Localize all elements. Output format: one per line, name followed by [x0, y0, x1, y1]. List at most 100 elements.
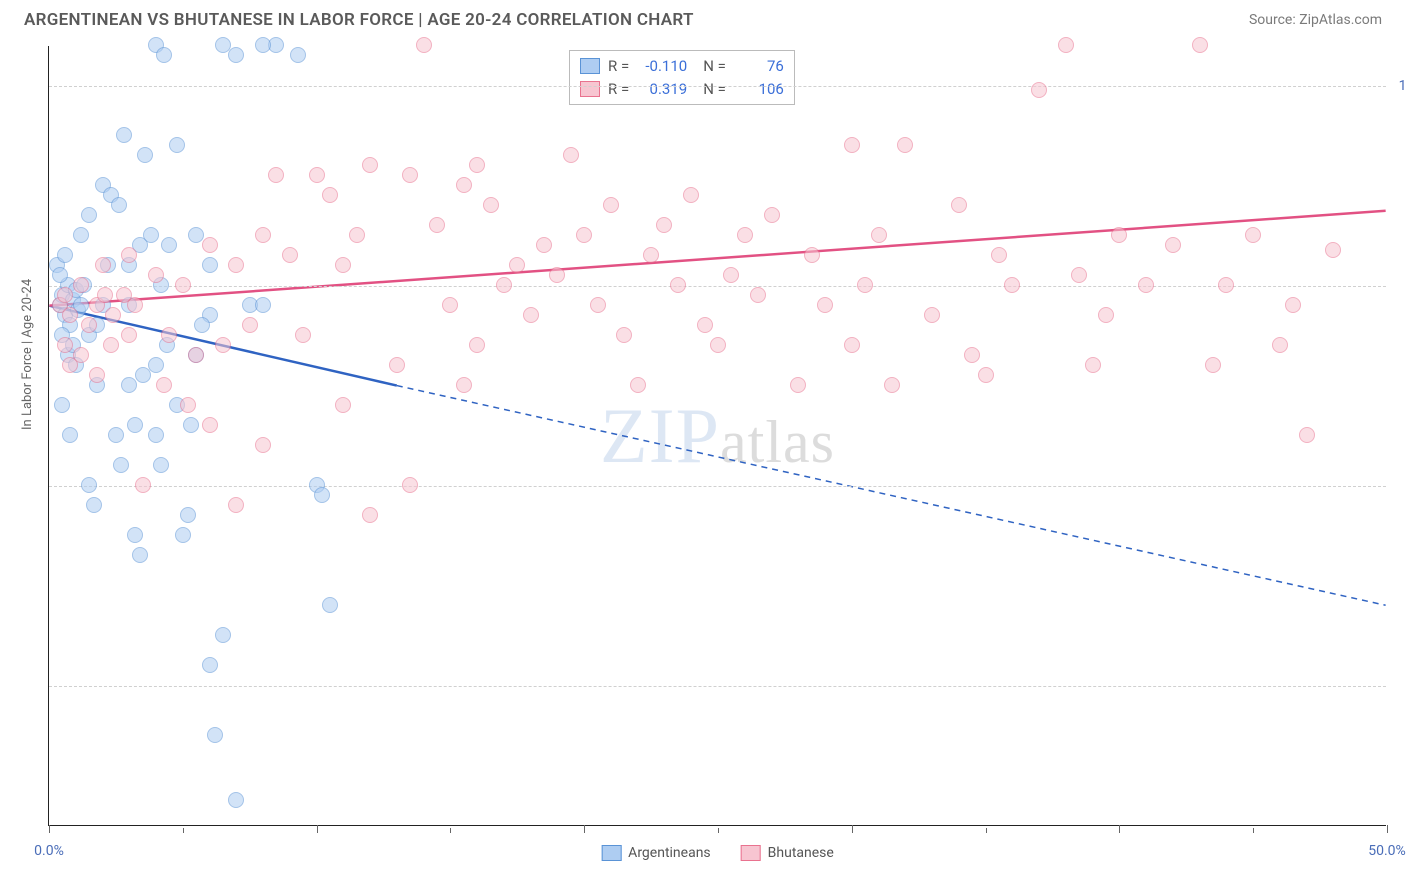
- point-bhutanese: [1245, 227, 1261, 243]
- x-tick: [584, 825, 585, 833]
- point-bhutanese: [161, 327, 177, 343]
- point-argentinean: [52, 267, 68, 283]
- point-bhutanese: [156, 377, 172, 393]
- series2-n-value: 106: [734, 78, 784, 101]
- point-bhutanese: [1192, 37, 1208, 53]
- point-bhutanese: [737, 227, 753, 243]
- point-bhutanese: [750, 287, 766, 303]
- point-bhutanese: [1138, 277, 1154, 293]
- watermark: ZIPatlas: [600, 391, 835, 481]
- point-argentinean: [121, 377, 137, 393]
- point-argentinean: [156, 47, 172, 63]
- point-argentinean: [228, 792, 244, 808]
- point-argentinean: [202, 657, 218, 673]
- point-bhutanese: [442, 297, 458, 313]
- x-tick-label: 0.0%: [34, 843, 64, 859]
- point-bhutanese: [1058, 37, 1074, 53]
- point-bhutanese: [429, 217, 445, 233]
- point-bhutanese: [844, 337, 860, 353]
- chart-plot-area: ZIPatlas R = -0.110 N = 76 R = 0.319 N =…: [48, 46, 1386, 826]
- point-bhutanese: [215, 337, 231, 353]
- point-argentinean: [137, 147, 153, 163]
- point-bhutanese: [844, 137, 860, 153]
- source-label: Source: ZipAtlas.com: [1249, 12, 1382, 28]
- point-bhutanese: [723, 267, 739, 283]
- y-tick-label: 100.0%: [1399, 78, 1406, 94]
- point-bhutanese: [242, 317, 258, 333]
- stats-legend-box: R = -0.110 N = 76 R = 0.319 N = 106: [569, 50, 795, 105]
- chart-title: ARGENTINEAN VS BHUTANESE IN LABOR FORCE …: [24, 10, 694, 30]
- point-bhutanese: [616, 327, 632, 343]
- point-bhutanese: [590, 297, 606, 313]
- point-argentinean: [54, 397, 70, 413]
- point-bhutanese: [857, 277, 873, 293]
- point-argentinean: [169, 137, 185, 153]
- r-label: R =: [608, 55, 629, 78]
- point-bhutanese: [1031, 82, 1047, 98]
- point-argentinean: [113, 457, 129, 473]
- point-bhutanese: [62, 307, 78, 323]
- point-bhutanese: [456, 177, 472, 193]
- point-argentinean: [143, 227, 159, 243]
- point-bhutanese: [576, 227, 592, 243]
- point-bhutanese: [683, 187, 699, 203]
- series2-r-value: 0.319: [637, 78, 687, 101]
- point-argentinean: [161, 237, 177, 253]
- r-label-2: R =: [608, 78, 629, 101]
- point-bhutanese: [1071, 267, 1087, 283]
- point-bhutanese: [175, 277, 191, 293]
- point-argentinean: [228, 47, 244, 63]
- x-tick: [317, 825, 318, 833]
- series2-swatch: [580, 81, 600, 97]
- point-bhutanese: [790, 377, 806, 393]
- legend-swatch-1: [601, 845, 621, 861]
- point-argentinean: [81, 207, 97, 223]
- gridline: [49, 86, 1386, 87]
- point-bhutanese: [670, 277, 686, 293]
- y-axis-title: In Labor Force | Age 20-24: [20, 279, 35, 430]
- point-bhutanese: [309, 167, 325, 183]
- point-bhutanese: [523, 307, 539, 323]
- x-tick: [1119, 825, 1120, 833]
- point-bhutanese: [1299, 427, 1315, 443]
- n-label-2: N =: [703, 78, 726, 101]
- point-argentinean: [148, 427, 164, 443]
- point-bhutanese: [549, 267, 565, 283]
- point-argentinean: [202, 257, 218, 273]
- point-bhutanese: [603, 197, 619, 213]
- point-bhutanese: [202, 417, 218, 433]
- x-tick: [852, 825, 853, 833]
- point-bhutanese: [255, 227, 271, 243]
- legend-label-2: Bhutanese: [768, 845, 834, 861]
- point-bhutanese: [402, 477, 418, 493]
- point-argentinean: [108, 427, 124, 443]
- point-argentinean: [62, 427, 78, 443]
- point-bhutanese: [148, 267, 164, 283]
- point-bhutanese: [105, 307, 121, 323]
- point-bhutanese: [1325, 242, 1341, 258]
- point-bhutanese: [469, 157, 485, 173]
- x-tick-label: 50.0%: [1368, 843, 1406, 859]
- point-bhutanese: [188, 347, 204, 363]
- point-bhutanese: [1285, 297, 1301, 313]
- point-argentinean: [255, 297, 271, 313]
- point-bhutanese: [991, 247, 1007, 263]
- point-argentinean: [135, 367, 151, 383]
- point-bhutanese: [1085, 357, 1101, 373]
- point-argentinean: [183, 417, 199, 433]
- bottom-legend: Argentineans Bhutanese: [601, 845, 834, 861]
- point-bhutanese: [1218, 277, 1234, 293]
- point-bhutanese: [73, 347, 89, 363]
- series1-n-value: 76: [734, 55, 784, 78]
- point-bhutanese: [180, 397, 196, 413]
- point-argentinean: [180, 507, 196, 523]
- point-argentinean: [73, 227, 89, 243]
- point-bhutanese: [135, 477, 151, 493]
- point-bhutanese: [1272, 337, 1288, 353]
- point-bhutanese: [1098, 307, 1114, 323]
- series1-swatch: [580, 58, 600, 74]
- point-bhutanese: [121, 247, 137, 263]
- series1-r-value: -0.110: [637, 55, 687, 78]
- point-bhutanese: [81, 317, 97, 333]
- point-bhutanese: [362, 507, 378, 523]
